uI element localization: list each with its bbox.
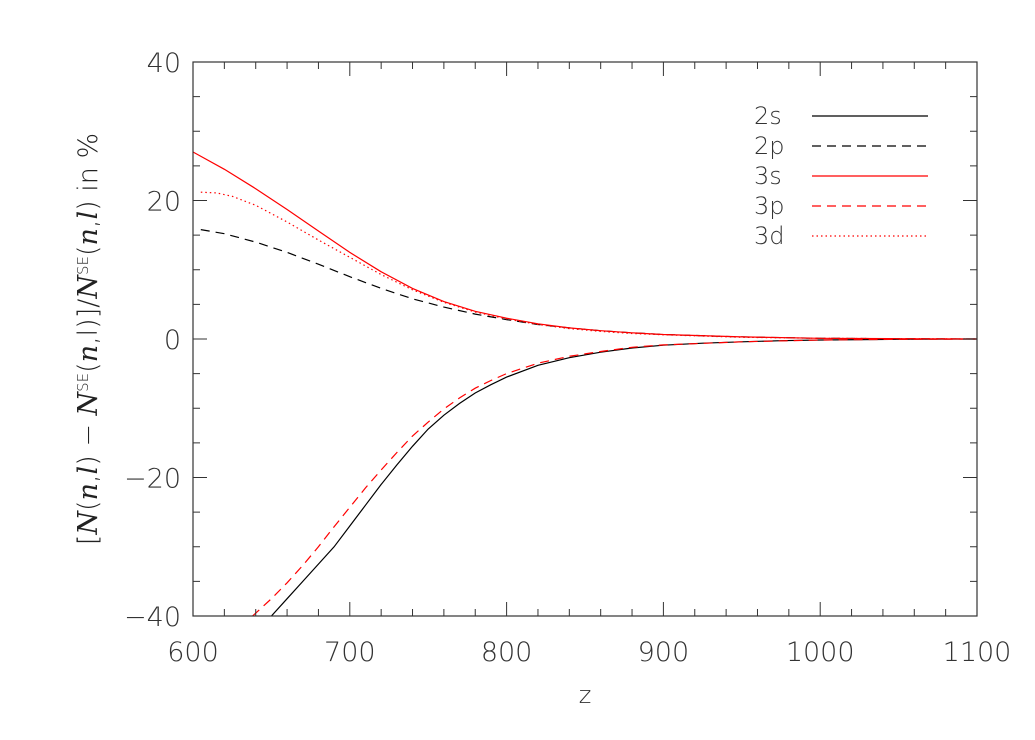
series-line-2p [200,229,977,340]
legend-label-3p: 3p [754,192,785,220]
y-tick-label: 40 [147,48,181,79]
y-axis-label-part: n [73,228,104,245]
x-tick-label: 1000 [786,637,855,668]
series-line-3d [200,191,977,340]
y-axis-label-part: SE [74,256,92,275]
y-axis-label-part: ( [73,362,104,373]
y-axis-label-part: l [73,329,104,337]
x-tick-label: 1100 [943,637,1012,668]
y-axis-label-part: ) [73,200,104,211]
legend-label-3d: 3d [754,222,785,250]
y-axis-label-part: l [73,211,104,220]
y-axis-label-part: )]/ [73,299,104,329]
ticks-layer [192,61,978,617]
legend-label-2p: 2p [754,132,785,160]
y-tick-label: 0 [164,325,181,356]
y-axis-label-part: n [73,345,104,362]
y-tick-labels: −40 −20 0 20 40 [124,48,181,633]
x-tick-label: 900 [638,637,690,668]
y-tick-label: −20 [124,464,181,495]
x-axis-label: z [579,681,592,709]
y-axis-label-part: SE [74,373,92,392]
legend-label-2s: 2s [754,102,782,130]
y-axis-label-part: , [73,474,104,483]
y-axis-label-part: , [73,219,104,228]
y-axis-label-part: ) − [73,415,104,465]
legend-label-3s: 3s [754,162,782,190]
y-axis-label-part: , [73,336,104,345]
series-line-2s [270,338,977,616]
y-axis-label-part: [ [73,535,104,546]
y-axis-label-part: l [73,466,104,475]
series-line-3p [252,338,977,616]
y-tick-label: 20 [147,187,181,218]
series-line-3s [193,151,977,340]
y-axis-label-part: N [73,390,104,416]
y-axis-label-part: N [73,274,104,300]
y-axis-label-part: N [73,510,104,536]
series-layer [193,151,977,616]
y-tick-label: −40 [124,602,181,633]
y-axis-label-part: in % [73,133,104,200]
y-axis-label-part: n [73,483,104,500]
y-axis-label-part: ( [73,500,104,511]
x-tick-labels: 600 700 800 900 1000 1100 [167,637,1011,668]
y-axis-label: [N(n,l) − NSE(n,l)]/NSE(n,l) in % [73,133,104,545]
x-tick-label: 600 [167,637,219,668]
y-axis-label-part: ( [73,245,104,256]
x-tick-label: 700 [324,637,376,668]
x-tick-label: 800 [481,637,533,668]
